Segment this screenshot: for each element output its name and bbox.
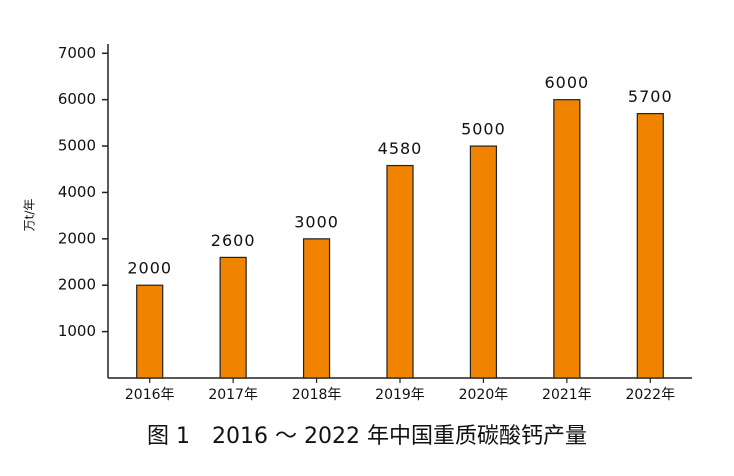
x-tick-label: 2020年 — [459, 387, 509, 403]
value-label: 3000 — [294, 212, 339, 231]
x-tick-label: 2016年 — [125, 387, 175, 403]
value-label: 5000 — [461, 120, 506, 139]
value-label: 2000 — [127, 259, 172, 278]
value-label: 4580 — [378, 139, 423, 158]
bar — [302, 238, 331, 379]
bar — [386, 164, 414, 379]
y-tick-label: 2000 — [58, 229, 96, 247]
bar — [636, 112, 664, 379]
value-label: 2600 — [211, 231, 256, 250]
bar — [469, 145, 498, 379]
x-tick-label: 2019年 — [375, 387, 425, 403]
x-tick-label: 2017年 — [208, 387, 258, 403]
caption: 图 1 2016 ～ 2022 年中国重质碳酸钙产量 — [147, 424, 587, 449]
bar — [136, 284, 164, 379]
x-tick-label: 2022年 — [625, 387, 675, 403]
y-tick-label: 2000 — [58, 276, 96, 294]
x-tick-label: 2018年 — [292, 387, 342, 403]
value-label: 6000 — [544, 73, 589, 92]
y-tick-label: 6000 — [58, 90, 96, 108]
value-label: 5700 — [628, 87, 673, 106]
y-tick-label: 1000 — [58, 322, 96, 340]
bar — [219, 256, 247, 379]
x-tick-label: 2021年 — [542, 387, 592, 403]
y-tick-label: 7000 — [58, 44, 96, 62]
y-tick-label: 5000 — [58, 137, 96, 155]
y-tick-label: 4000 — [58, 183, 96, 201]
bar — [553, 99, 581, 379]
y-axis-label: 万t/年 — [23, 199, 37, 232]
